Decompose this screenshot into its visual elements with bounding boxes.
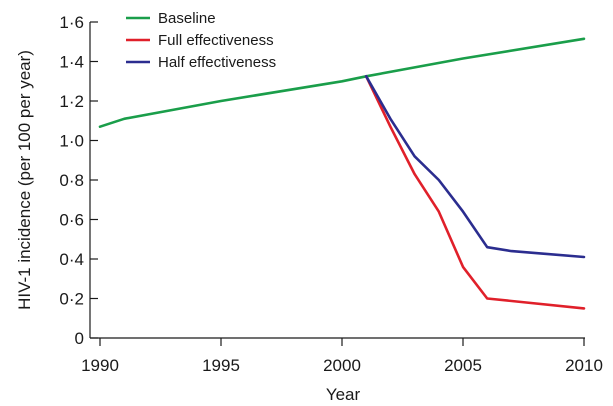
y-axis-title: HIV-1 incidence (per 100 per year) <box>15 50 34 310</box>
x-tick-label: 1995 <box>202 356 240 375</box>
y-tick-label: 0 <box>75 329 84 348</box>
y-tick-label: 1·2 <box>59 92 84 111</box>
y-tick-label: 1·6 <box>59 13 84 32</box>
y-ticks: 0 0·2 0·4 0·6 0·8 1·0 1·2 1·4 1·6 <box>59 13 98 348</box>
x-axis-title: Year <box>326 385 361 404</box>
x-tick-label: 2000 <box>323 356 361 375</box>
y-tick-label: 0·8 <box>59 171 84 190</box>
y-tick-label: 0·2 <box>59 290 84 309</box>
x-ticks: 1990 1995 2000 2005 2010 <box>81 338 603 375</box>
x-tick-label: 1990 <box>81 356 119 375</box>
x-tick-label: 2010 <box>565 356 603 375</box>
y-tick-label: 1·4 <box>59 53 84 72</box>
y-axis: 0 0·2 0·4 0·6 0·8 1·0 1·2 1·4 1·6 HIV-1 incidenc… <box>15 13 98 348</box>
legend-label-full-effectiveness: Full effectiveness <box>158 32 274 49</box>
legend: Baseline Full effectiveness Half effective… <box>126 10 276 71</box>
y-tick-label: 1·0 <box>59 132 84 151</box>
series-line-half-effectiveness <box>364 75 586 259</box>
x-axis: 1990 1995 2000 2005 2010 Year <box>81 337 603 404</box>
plot-area <box>98 37 586 310</box>
x-tick-label: 2005 <box>444 356 482 375</box>
legend-label-baseline: Baseline <box>158 10 216 27</box>
series-line-baseline <box>98 37 586 128</box>
series-line-full-effectiveness <box>364 75 586 310</box>
y-tick-label: 0·6 <box>59 211 84 230</box>
y-tick-label: 0·4 <box>59 250 84 269</box>
legend-label-half-effectiveness: Half effectiveness <box>158 54 276 71</box>
